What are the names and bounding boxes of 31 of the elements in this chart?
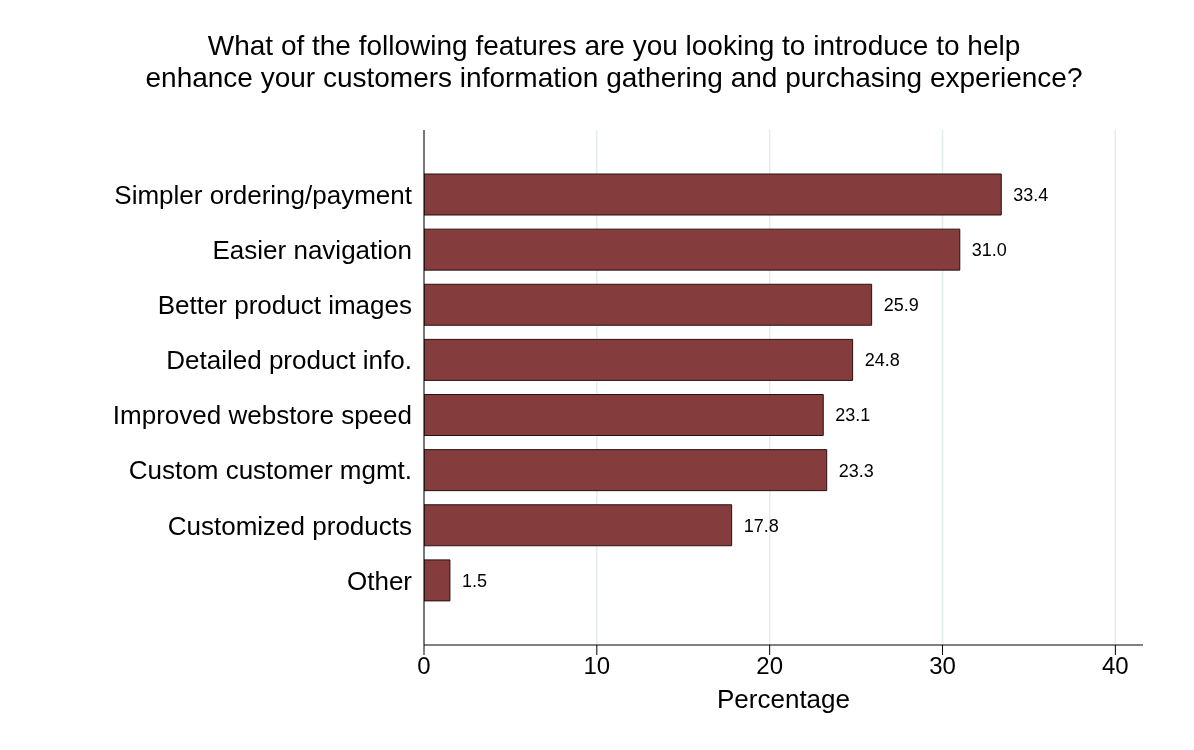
data-label: 23.3	[838, 460, 874, 481]
x-tick-label: 30	[929, 652, 956, 680]
bar	[424, 559, 451, 602]
y-tick-label: Simpler ordering/payment	[114, 179, 413, 210]
y-tick-label: Better product images	[157, 290, 412, 321]
bar	[424, 228, 961, 271]
data-label: 1.5	[461, 570, 487, 591]
x-tick-label: 40	[1101, 652, 1129, 680]
bar	[424, 283, 873, 326]
data-label: 25.9	[883, 295, 919, 316]
x-tick-label: 20	[756, 652, 784, 680]
data-label: 17.8	[743, 515, 779, 536]
bar	[424, 338, 854, 381]
y-tick-label: Improved webstore speed	[112, 400, 412, 431]
x-tick-label: 10	[583, 652, 611, 680]
data-label: 33.4	[1013, 184, 1049, 205]
bar	[424, 394, 824, 436]
data-label: 31.0	[971, 240, 1007, 261]
y-tick-label: Other	[346, 565, 413, 596]
bar	[424, 504, 733, 547]
y-tick-label: Detailed product info.	[166, 345, 412, 376]
y-tick-label: Custom customer mgmt.	[128, 455, 412, 486]
data-label: 24.8	[864, 350, 900, 371]
data-label: 23.1	[835, 405, 871, 426]
y-tick-label: Easier navigation	[212, 234, 412, 265]
y-tick-label: Customized products	[167, 510, 412, 541]
chart-title: What of the following features are you looking to introduce to help enhance your customers information gathering and purchasing experience?	[144, 30, 1084, 94]
x-axis-title: Percentage	[717, 684, 850, 714]
bar	[424, 449, 828, 492]
bar	[424, 173, 1002, 216]
x-tick-label: 0	[417, 652, 431, 680]
